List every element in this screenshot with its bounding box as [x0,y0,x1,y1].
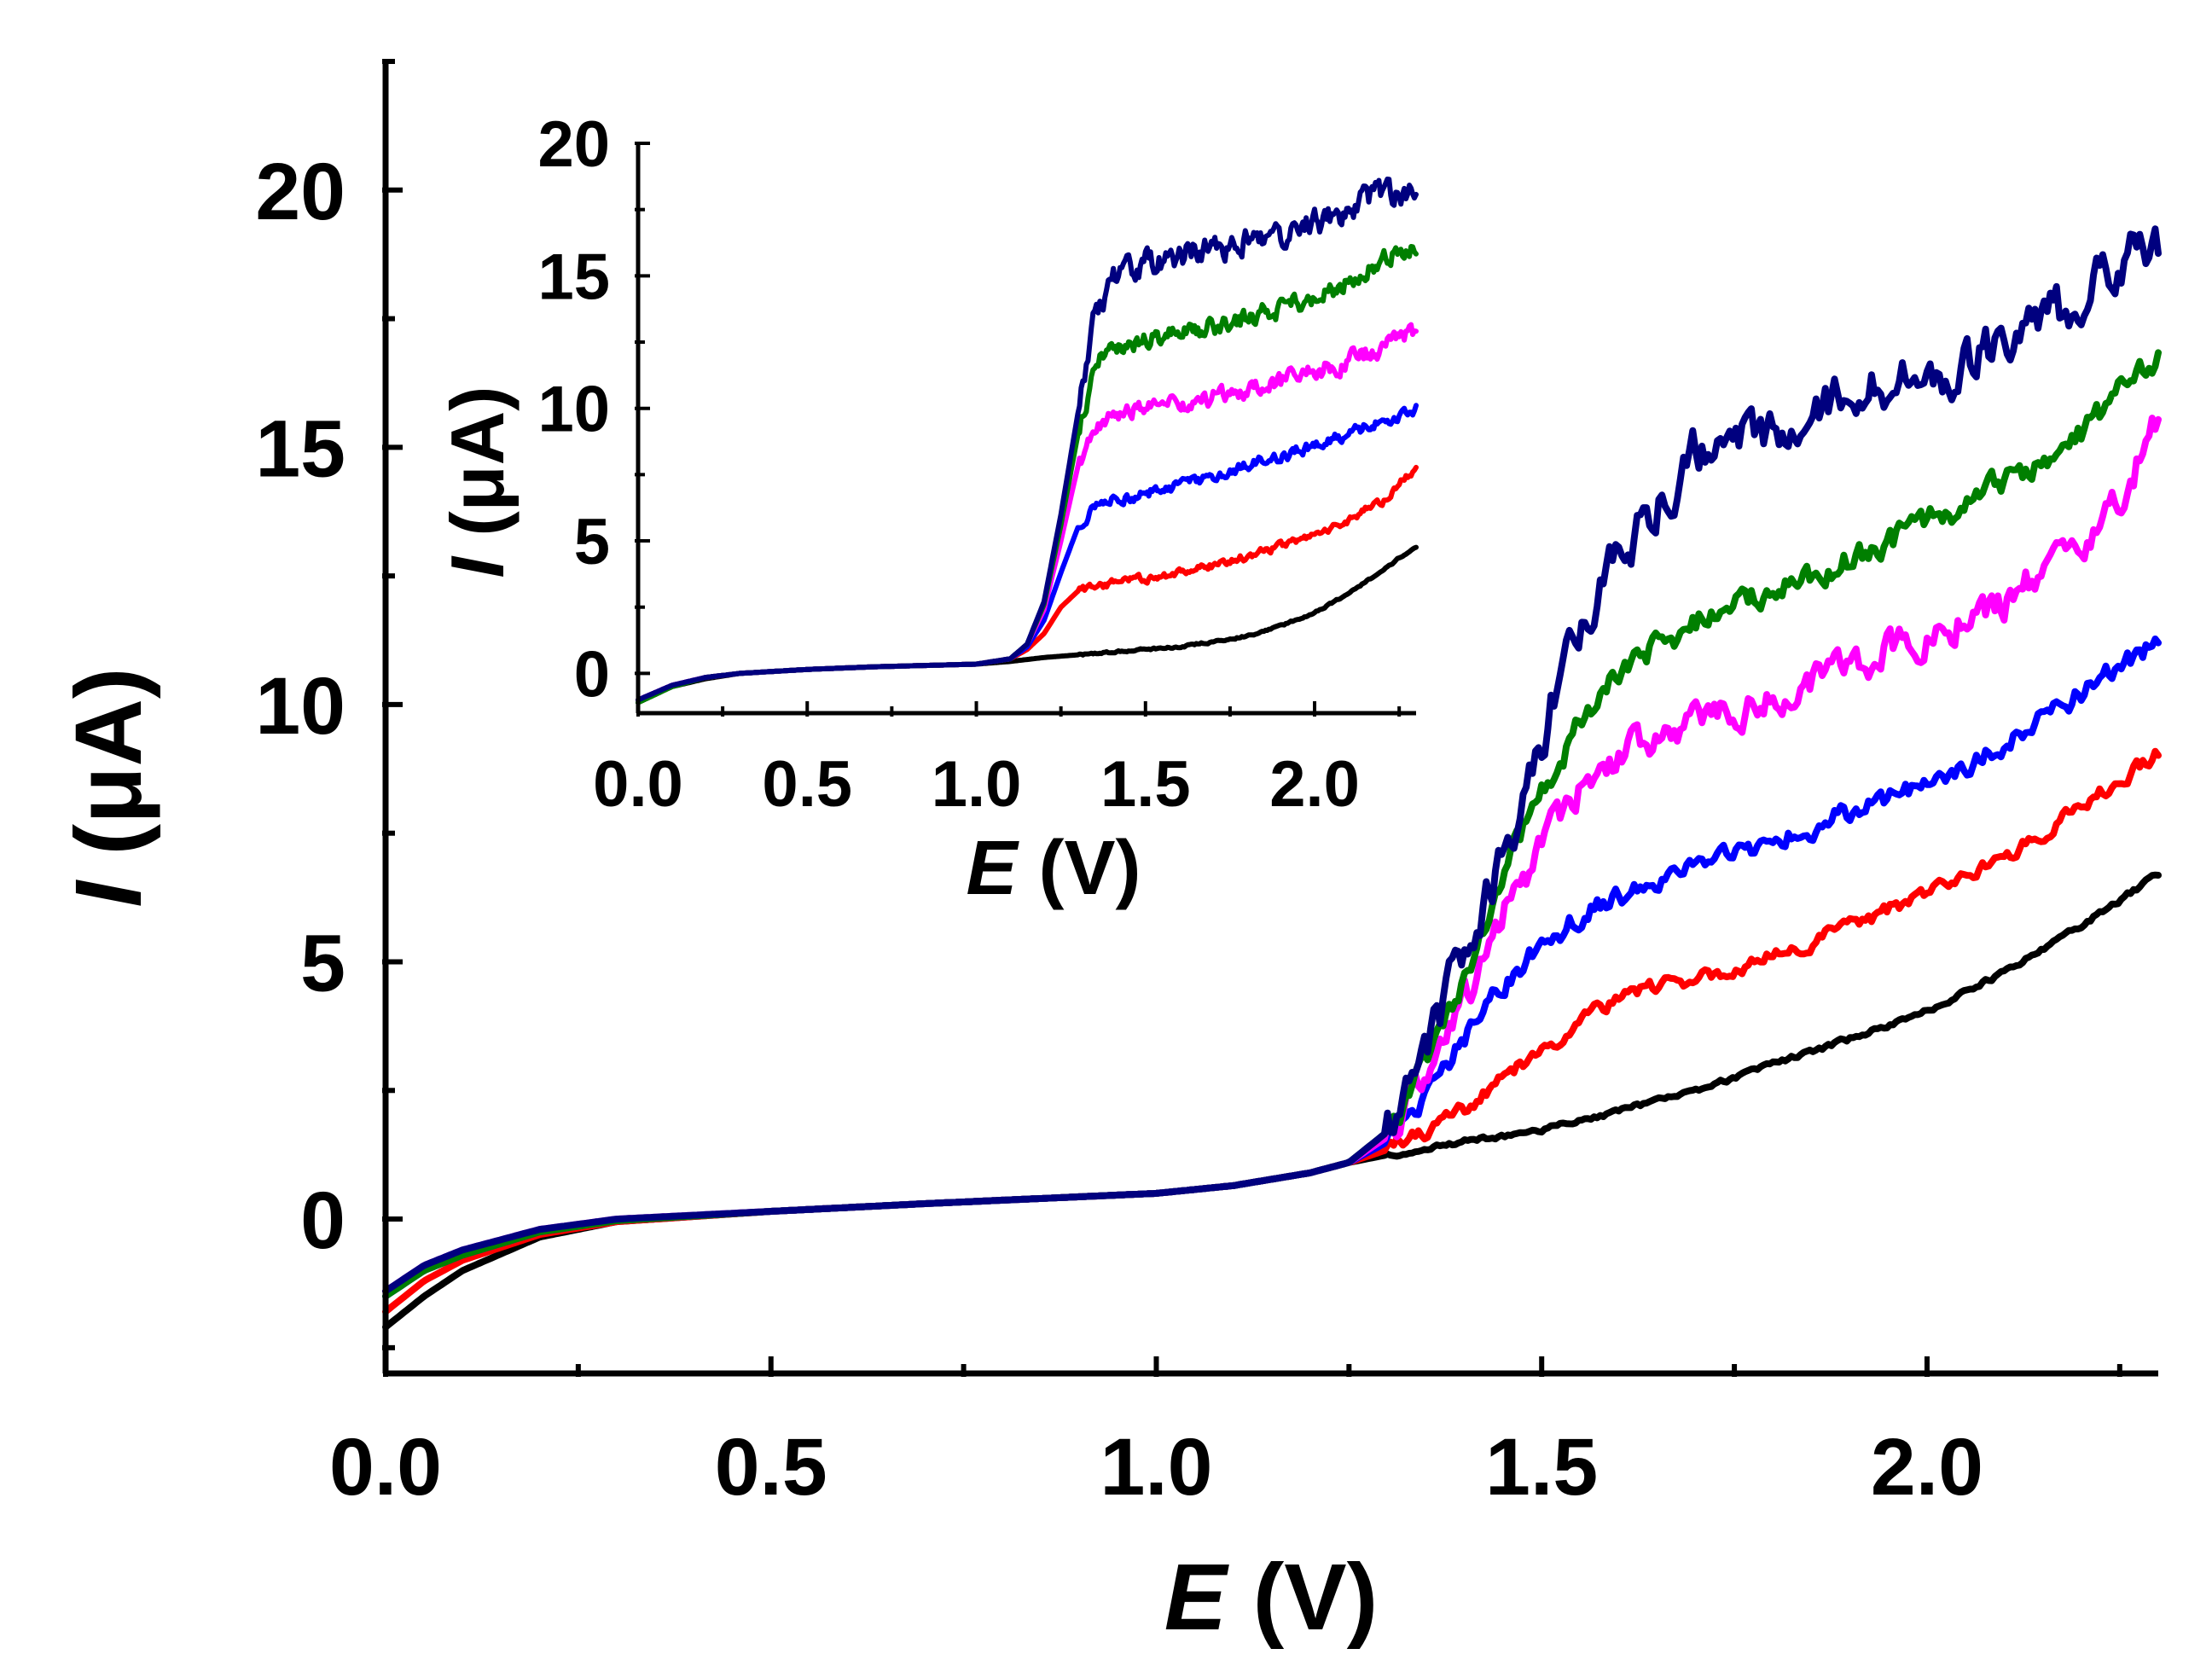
inset-x-axis-unit: (V) [1018,826,1141,911]
inset-y-axis-symbol: I [435,555,520,578]
main-x-axis-label: E (V) [1164,1545,1379,1650]
y-tick-label: 20 [255,147,345,237]
main-ticks-group [382,59,2122,1377]
inset-series-group [636,177,1419,705]
x-tick-label: 1.0 [932,748,1022,821]
inset-x-axis-label: E (V) [966,826,1141,911]
y-tick-label: 0 [300,1176,345,1266]
y-tick-label: 10 [537,374,610,446]
inset-y-axis-unit: (μA) [435,386,520,557]
inset-chart: 0.0 0.5 1.0 1.5 2.0 0 5 10 15 20 E (V) I (μA) [435,108,1419,911]
y-tick-label: 5 [574,506,610,578]
inset-ytick-labels: 0 5 10 15 20 [537,108,610,711]
main-y-axis-label: I (μA) [56,667,161,907]
inset-ticks-group [635,142,1402,717]
x-tick-label: 1.5 [1485,1422,1598,1512]
x-tick-label: 0.5 [715,1422,827,1512]
y-tick-label: 5 [300,918,345,1008]
main-y-axis-symbol: I [56,880,161,908]
main-x-axis-unit: (V) [1227,1545,1378,1650]
y-tick-label: 15 [255,403,345,494]
y-tick-label: 10 [255,661,345,752]
y-tick-label: 15 [537,241,610,313]
x-tick-label: 0.0 [329,1422,442,1512]
x-tick-label: 1.5 [1100,748,1191,821]
main-ytick-labels: 0 5 10 15 20 [255,147,345,1266]
y-tick-label: 20 [537,108,610,181]
x-tick-label: 0.0 [593,748,683,821]
inset-xtick-labels: 0.0 0.5 1.0 1.5 2.0 [593,748,1360,821]
main-series-navy [382,225,2162,1295]
main-x-axis-symbol: E [1164,1545,1230,1650]
x-tick-label: 2.0 [1269,748,1360,821]
inset-series-navy [636,177,1419,703]
x-tick-label: 2.0 [1871,1422,1983,1512]
main-series-group [382,225,2162,1331]
main-xtick-labels: 0.0 0.5 1.0 1.5 2.0 [329,1422,1983,1512]
inset-x-axis-symbol: E [966,826,1019,911]
inset-y-axis-label: I (μA) [435,386,520,578]
main-chart: 0.0 0.5 1.0 1.5 2.0 0 5 10 15 20 E (V) I (μA) [56,59,2162,1650]
y-tick-label: 0 [574,638,610,711]
main-y-axis-unit: (μA) [56,667,161,881]
x-tick-label: 1.0 [1100,1422,1212,1512]
x-tick-label: 0.5 [762,748,852,821]
